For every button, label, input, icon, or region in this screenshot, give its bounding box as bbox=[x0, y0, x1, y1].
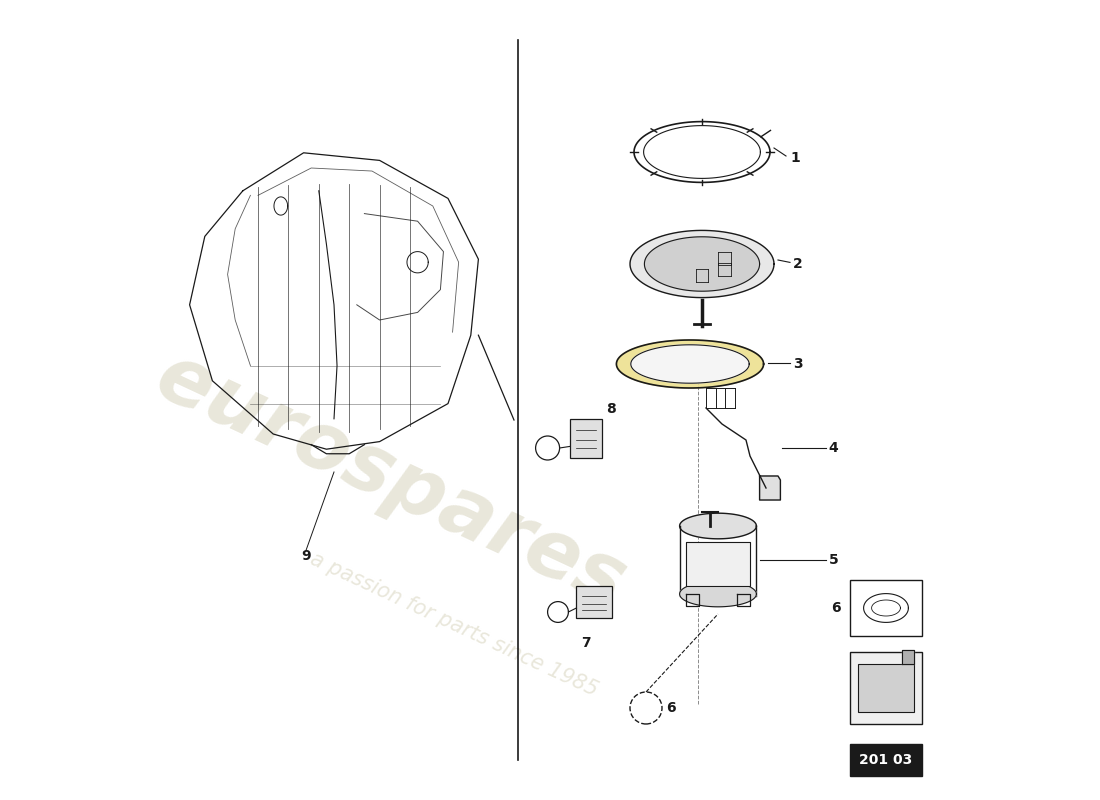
Text: 6: 6 bbox=[830, 601, 840, 615]
Text: 3: 3 bbox=[793, 357, 803, 371]
Bar bbox=[850, 652, 922, 724]
Text: a passion for parts since 1985: a passion for parts since 1985 bbox=[307, 548, 601, 700]
Text: 1: 1 bbox=[790, 151, 800, 166]
Text: 9: 9 bbox=[301, 549, 311, 563]
Polygon shape bbox=[630, 345, 749, 383]
Bar bbox=[850, 580, 922, 636]
Polygon shape bbox=[680, 514, 757, 538]
Polygon shape bbox=[902, 650, 914, 664]
Polygon shape bbox=[686, 542, 750, 586]
Bar bbox=[570, 419, 602, 458]
Bar bbox=[850, 744, 922, 776]
Text: 5: 5 bbox=[828, 553, 838, 567]
Polygon shape bbox=[616, 340, 763, 388]
Text: eurospares: eurospares bbox=[143, 337, 637, 623]
Polygon shape bbox=[630, 230, 774, 298]
Text: 8: 8 bbox=[606, 402, 616, 416]
Text: 2: 2 bbox=[793, 257, 803, 271]
Text: 6: 6 bbox=[666, 701, 675, 715]
Polygon shape bbox=[645, 237, 760, 291]
Bar bbox=[858, 664, 914, 712]
Text: 4: 4 bbox=[828, 441, 838, 455]
Text: 201 03: 201 03 bbox=[859, 753, 913, 767]
Text: 7: 7 bbox=[581, 636, 591, 650]
Polygon shape bbox=[680, 582, 757, 606]
Bar bbox=[576, 586, 612, 618]
Polygon shape bbox=[760, 476, 780, 500]
